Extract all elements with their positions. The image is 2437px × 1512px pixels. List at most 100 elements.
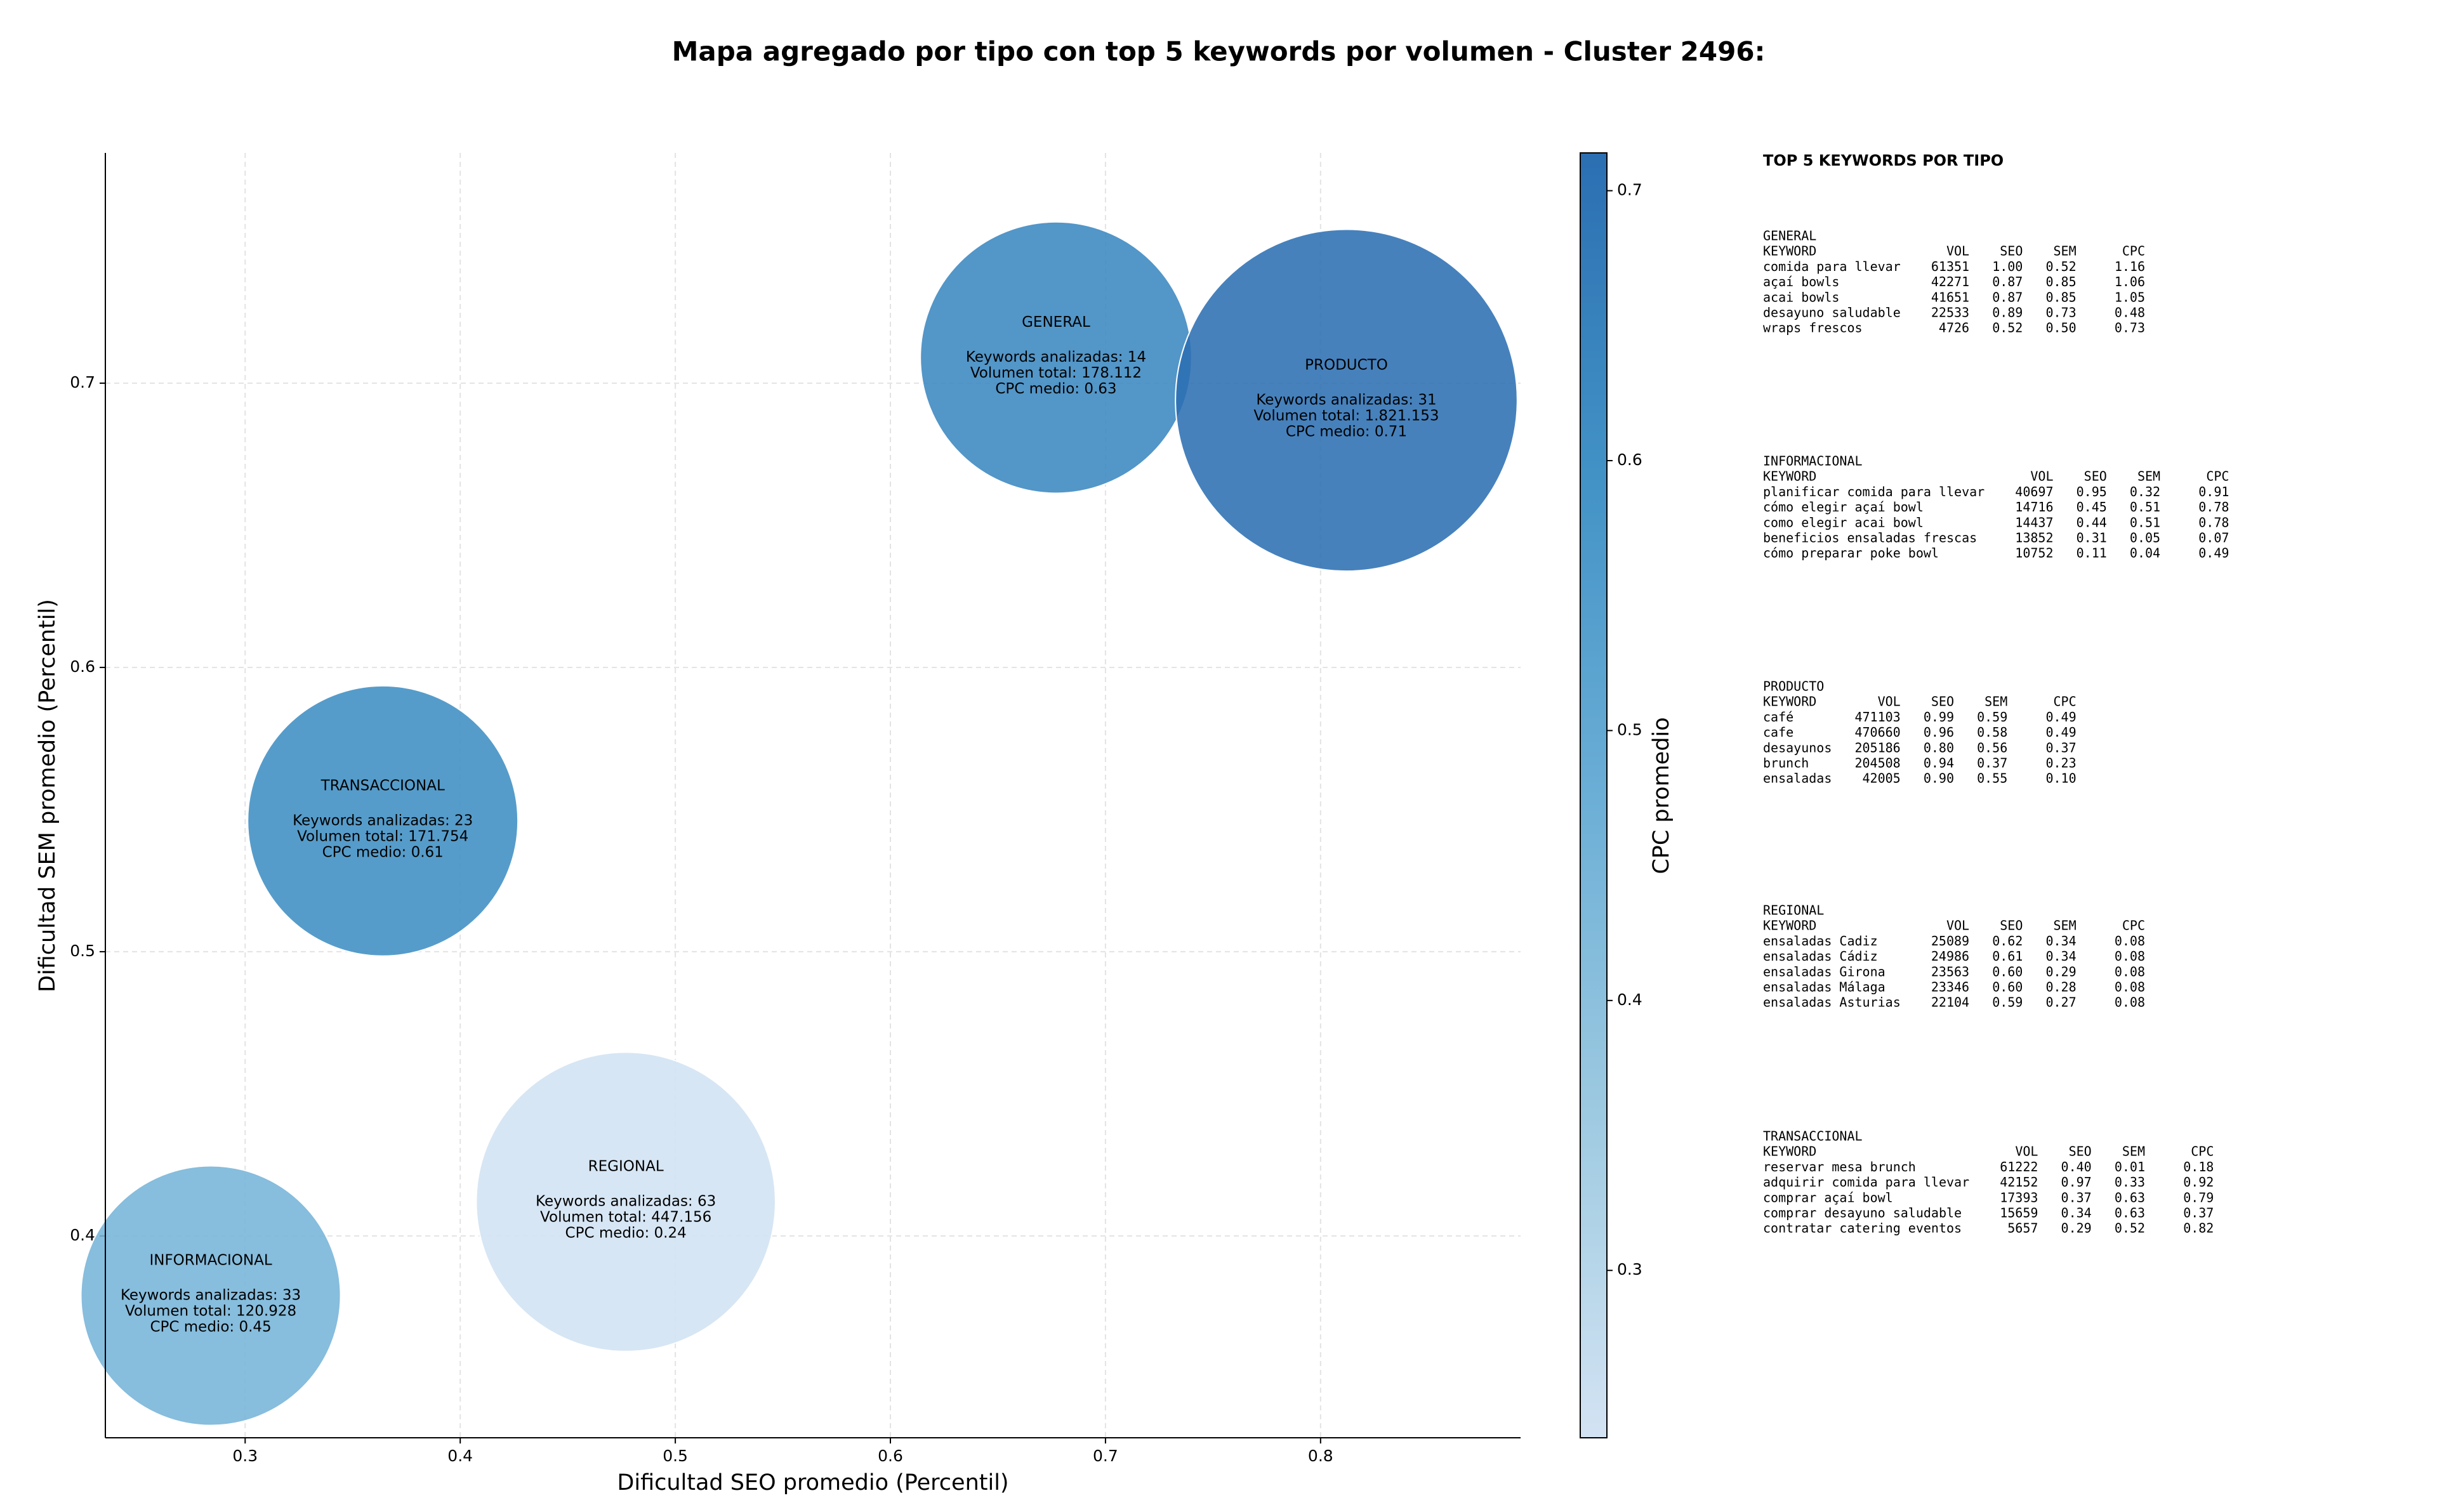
table-cell: 204508 [1854, 756, 1900, 771]
table-cell: como elegir acai bowl [1763, 515, 1924, 530]
table-cell: 0.29 [2045, 964, 2076, 979]
table-cell: 0.97 [2061, 1174, 2092, 1190]
table-header: KEYWORD [1763, 918, 1816, 933]
table-cell: 0.56 [1977, 740, 2007, 755]
colorbar-tick-label: 0.3 [1617, 1260, 1642, 1279]
table-header: SEM [2137, 469, 2160, 484]
table-cell: 14437 [2015, 515, 2053, 530]
table-header: KEYWORD [1763, 1144, 1816, 1159]
table-cell: 0.51 [2130, 499, 2160, 515]
y-axis-label: Dificultad SEM promedio (Percentil) [35, 599, 60, 992]
table-cell: 1.05 [2115, 289, 2145, 305]
table-cell: 0.45 [2077, 499, 2107, 515]
bubble-detail: CPC medio: 0.45 [150, 1318, 271, 1335]
table-header: SEM [2122, 1144, 2145, 1159]
table-cell: 0.01 [2115, 1159, 2145, 1174]
table-cell: 61222 [2000, 1159, 2038, 1174]
table-cell: 0.08 [2115, 995, 2145, 1010]
table-cell: 0.94 [1924, 756, 1954, 771]
table-cell: 0.87 [1992, 274, 2023, 289]
table-cell: 0.48 [2115, 305, 2145, 320]
table-cell: 1.00 [1992, 259, 2023, 274]
bubble [475, 1051, 776, 1352]
table-cell: 0.60 [1992, 980, 2023, 995]
table-cell: 42152 [2000, 1174, 2038, 1190]
table-cell: 40697 [2015, 484, 2053, 499]
table-header: SEO [2084, 469, 2107, 484]
table-cell: 0.78 [2198, 499, 2229, 515]
table-cell: 0.63 [2115, 1190, 2145, 1205]
table-cell: ensaladas Cadiz [1763, 933, 1878, 949]
table-cell: cómo elegir açaí bowl [1763, 499, 1924, 515]
table-cell: 0.10 [2045, 771, 2076, 786]
table-cell: 0.58 [1977, 725, 2007, 740]
colorbar-tick-label: 0.4 [1617, 990, 1642, 1009]
table-cell: 0.34 [2061, 1206, 2092, 1221]
panel-title: TOP 5 KEYWORDS POR TIPO [1763, 152, 2004, 169]
table-cell: 0.23 [2045, 756, 2076, 771]
table-cell: 0.44 [2077, 515, 2107, 530]
table-cell: 41651 [1931, 289, 1969, 305]
table-cell: 0.32 [2130, 484, 2160, 499]
table-cell: 61351 [1931, 259, 1969, 274]
table-cell: 13852 [2015, 530, 2053, 546]
table-cell: 0.52 [2045, 259, 2076, 274]
table-cell: ensaladas Cádiz [1763, 949, 1878, 964]
table-header: SEO [2000, 918, 2023, 933]
table-header: KEYWORD [1763, 694, 1816, 709]
table-cell: 0.08 [2115, 949, 2145, 964]
table-header: VOL [1946, 244, 1969, 259]
table-cell: 0.40 [2061, 1159, 2092, 1174]
chart-title: Mapa agregado por tipo con top 5 keyword… [672, 36, 1766, 67]
table-cell: 1.06 [2115, 274, 2145, 289]
table-cell: 0.28 [2045, 980, 2076, 995]
table-cell: planificar comida para llevar [1763, 484, 1985, 499]
y-tick-label: 0.7 [70, 373, 95, 391]
table-cell: 205186 [1854, 740, 1900, 755]
table-cell: 0.37 [1977, 756, 2007, 771]
bubble-detail: CPC medio: 0.71 [1286, 423, 1407, 440]
x-tick-label: 0.3 [232, 1447, 258, 1465]
table-cell: 0.95 [2077, 484, 2107, 499]
bubble-detail: Volumen total: 447.156 [540, 1209, 711, 1226]
bubble-name: TRANSACCIONAL [320, 777, 445, 794]
table-cell: 0.85 [2045, 274, 2076, 289]
x-tick-label: 0.7 [1093, 1447, 1118, 1465]
colorbar-tick-label: 0.6 [1617, 450, 1642, 469]
bubble-detail: Keywords analizadas: 31 [1256, 391, 1436, 408]
table-header: VOL [1878, 694, 1901, 709]
colorbar-label: CPC promedio [1649, 717, 1674, 874]
table-cell: 0.55 [1977, 771, 2007, 786]
x-tick-label: 0.6 [878, 1447, 903, 1465]
bubble-name: PRODUCTO [1305, 357, 1388, 373]
table-cell: beneficios ensaladas frescas [1763, 530, 1977, 546]
table-cell: 42005 [1863, 771, 1901, 786]
table-header: CPC [2122, 244, 2145, 259]
y-tick-label: 0.4 [70, 1226, 95, 1244]
table-cell: café [1763, 709, 1793, 725]
colorbar [1580, 152, 1608, 1438]
table-cell: acai bowls [1763, 289, 1839, 305]
bubble-detail: Keywords analizadas: 14 [966, 349, 1146, 365]
table-cell: desayuno saludable [1763, 305, 1901, 320]
table-cell: 0.51 [2130, 515, 2160, 530]
table-cell: 0.90 [1924, 771, 1954, 786]
table-cell: 0.49 [2045, 709, 2076, 725]
table-cell: 10752 [2015, 546, 2053, 561]
table-header: SEO [2069, 1144, 2092, 1159]
table-cell: 0.05 [2130, 530, 2160, 546]
bubble-detail: Keywords analizadas: 63 [536, 1193, 716, 1210]
table-cell: comprar açaí bowl [1763, 1190, 1893, 1205]
table-cell: 0.08 [2115, 980, 2145, 995]
table-cell: ensaladas Málaga [1763, 980, 1886, 995]
bubble-detail: Volumen total: 1.821.153 [1253, 407, 1439, 424]
table-cell: 0.91 [2198, 484, 2229, 499]
table-cell: 0.49 [2198, 546, 2229, 561]
table-cell: desayunos [1763, 740, 1832, 755]
bubble [1175, 228, 1518, 572]
table-cell: 0.18 [2183, 1159, 2214, 1174]
table-cell: 470660 [1854, 725, 1900, 740]
x-axis-label: Dificultad SEO promedio (Percentil) [617, 1470, 1008, 1496]
bubble-detail: CPC medio: 0.24 [565, 1225, 687, 1242]
